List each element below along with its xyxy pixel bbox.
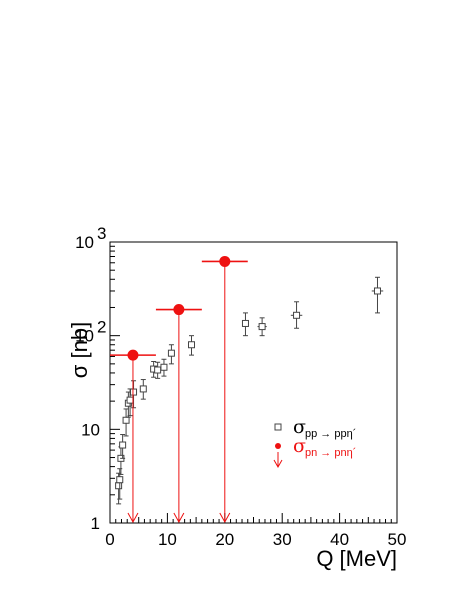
- legend: σ pp → ppη´σ pn → pnη´: [273, 416, 356, 469]
- legend-pp-symbol: σ: [293, 416, 306, 438]
- pp-data-point: [257, 317, 267, 337]
- open-square-marker: [167, 349, 175, 357]
- pp-data-point: [139, 379, 147, 400]
- open-square-marker: [139, 385, 147, 393]
- x-tick-label: 50: [388, 530, 407, 549]
- pp-data-point: [119, 434, 127, 459]
- pp-data-point: [241, 312, 249, 337]
- open-square-marker: [373, 287, 381, 295]
- x-tick-label: 20: [215, 530, 234, 549]
- filled-circle-marker: [219, 255, 231, 267]
- data-marks: [110, 255, 384, 524]
- upper-limit-arrow: [173, 512, 185, 524]
- pn-upper-limit-point: [201, 255, 248, 524]
- y-tick-label: 10: [81, 420, 100, 439]
- legend-pn-arrow-head: [273, 459, 283, 469]
- open-square-marker: [126, 396, 134, 404]
- pp-data-point: [188, 335, 196, 356]
- open-square-marker: [154, 366, 162, 374]
- open-square-marker: [116, 476, 124, 484]
- pp-data-point: [160, 358, 168, 377]
- pp-data-point: [371, 276, 384, 314]
- legend-pn-symbol: σ: [293, 435, 306, 457]
- open-square-marker: [130, 388, 138, 396]
- open-square-marker: [188, 341, 196, 349]
- open-square-marker: [160, 363, 168, 371]
- x-axis-label: Q [MeV]: [316, 546, 397, 571]
- x-tick-label: 0: [105, 530, 114, 549]
- open-square-marker: [119, 441, 127, 449]
- legend-pn-marker: [275, 443, 281, 449]
- legend-pn-subscript: pn → pnη´: [305, 447, 356, 459]
- pn-upper-limit-point: [155, 304, 202, 524]
- x-tick-label: 40: [330, 530, 349, 549]
- y-tick-label: 1: [91, 514, 100, 533]
- y-tick-exponent: 2: [97, 318, 106, 337]
- x-tick-label: 30: [273, 530, 292, 549]
- pn-upper-limit-point: [110, 349, 156, 524]
- pp-data-point: [290, 301, 303, 329]
- open-square-marker: [241, 319, 249, 327]
- open-square-marker: [258, 323, 266, 331]
- pp-data-point: [167, 344, 175, 365]
- y-tick-label: 10: [75, 233, 94, 252]
- y-tick-exponent: 3: [97, 224, 106, 243]
- pp-data-point: [116, 468, 124, 500]
- y-tick-label: 10: [75, 327, 94, 346]
- pp-data-point: [130, 380, 138, 409]
- axis-ticks: [109, 241, 398, 524]
- plot-frame: [109, 241, 398, 524]
- legend-pp-subscript: pp → ppη´: [305, 428, 356, 440]
- upper-limit-arrow: [127, 512, 139, 524]
- upper-limit-arrow: [219, 512, 231, 524]
- open-square-marker: [115, 482, 123, 490]
- y-axis-label: σ [nb]: [67, 322, 92, 378]
- filled-circle-marker: [127, 349, 139, 361]
- pp-data-point: [154, 361, 162, 379]
- x-tick-label: 10: [158, 530, 177, 549]
- legend-pp-marker: [274, 423, 282, 431]
- filled-circle-marker: [173, 304, 185, 316]
- open-square-marker: [122, 416, 130, 424]
- open-square-marker: [293, 311, 301, 319]
